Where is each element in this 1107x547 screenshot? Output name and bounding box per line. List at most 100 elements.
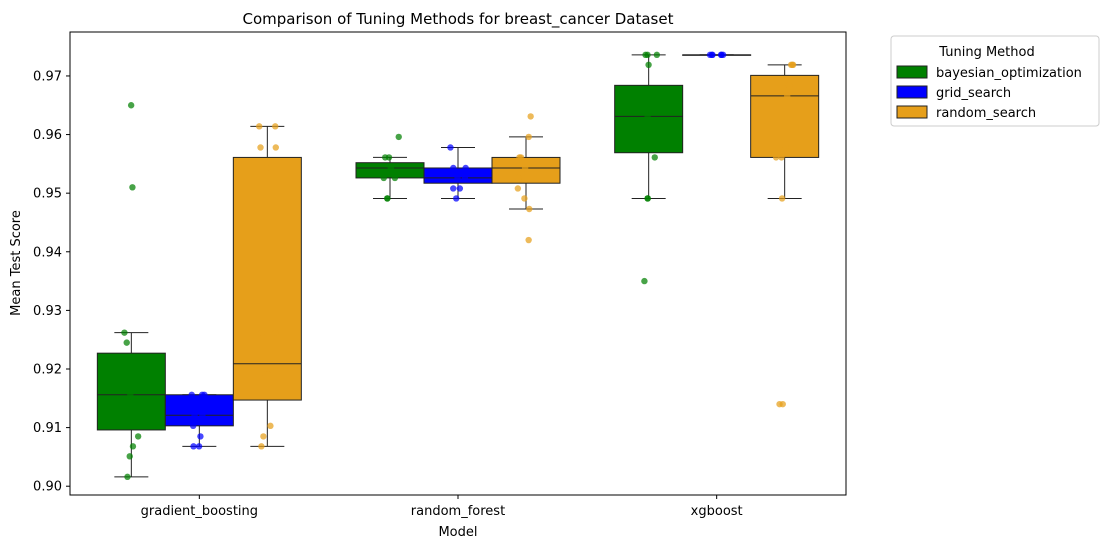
data-point: [198, 391, 206, 398]
data-point: [127, 102, 135, 109]
box-iqr: [96, 352, 166, 431]
data-point: [783, 92, 791, 100]
y-tick-label: 0.97: [33, 69, 62, 84]
data-point: [197, 433, 204, 440]
data-point: [258, 329, 265, 336]
data-point: [126, 453, 133, 460]
data-point: [120, 415, 127, 423]
data-point: [129, 443, 137, 450]
data-point: [644, 113, 651, 120]
data-point: [189, 422, 197, 430]
data-point: [190, 443, 197, 450]
data-point: [521, 164, 529, 172]
data-point: [384, 195, 391, 202]
y-tick-label: 0.95: [33, 187, 62, 202]
box-iqr: [750, 74, 820, 158]
data-point: [515, 174, 522, 182]
data-point: [191, 412, 198, 419]
data-point: [260, 433, 267, 440]
data-point: [124, 473, 131, 481]
data-point: [453, 195, 460, 202]
data-point: [514, 185, 522, 192]
data-point: [641, 277, 648, 285]
box-grid_search-xgboost: [682, 51, 752, 59]
box-iqr: [164, 394, 234, 427]
data-point: [450, 185, 457, 192]
data-point: [272, 144, 279, 151]
box-random_search-random_forest: [491, 113, 561, 244]
data-point: [527, 113, 534, 120]
data-point: [525, 236, 532, 244]
y-tick-label: 0.93: [33, 304, 62, 319]
box-iqr: [232, 156, 302, 401]
data-point: [129, 184, 136, 191]
data-point: [380, 174, 387, 182]
data-point: [199, 412, 206, 419]
data-point: [272, 329, 279, 336]
y-tick-label: 0.90: [33, 480, 62, 495]
legend-label-grid_search: grid_search: [936, 86, 1011, 101]
data-point: [267, 422, 274, 430]
data-point: [391, 174, 399, 182]
data-point: [265, 371, 272, 378]
data-point: [258, 443, 265, 450]
data-point: [461, 174, 469, 182]
data-point: [645, 61, 652, 69]
box-random_search-gradient_boosting: [232, 123, 302, 450]
data-point: [644, 51, 651, 59]
data-point: [188, 391, 195, 398]
legend-frame: [890, 35, 1100, 127]
data-point: [709, 51, 716, 59]
data-point: [526, 205, 533, 213]
data-point: [383, 170, 391, 177]
y-tick-label: 0.96: [33, 128, 62, 143]
data-point: [123, 339, 130, 346]
legend-swatch-grid_search: [896, 85, 928, 99]
data-point: [381, 154, 389, 161]
data-point: [517, 154, 525, 161]
box-bayesian_optimization-gradient_boosting: [96, 102, 166, 481]
data-point: [651, 154, 658, 161]
data-point: [644, 195, 651, 202]
y-tick-label: 0.94: [33, 245, 62, 260]
x-axis-label: Model: [438, 525, 477, 540]
data-point: [785, 82, 793, 89]
data-point: [719, 51, 727, 59]
data-point: [450, 164, 457, 172]
data-point: [134, 433, 142, 440]
box-grid_search-random_forest: [423, 144, 493, 202]
box-bayesian_optimization-xgboost: [614, 51, 684, 285]
data-point: [272, 123, 279, 130]
data-point: [387, 164, 395, 172]
legend-title: Tuning Method: [938, 45, 1034, 60]
chart-marks: [96, 51, 820, 481]
legend-swatch-random_search: [896, 105, 928, 119]
data-point: [395, 133, 402, 141]
data-point: [128, 399, 135, 406]
data-point: [778, 195, 786, 202]
data-point: [127, 391, 134, 398]
data-point: [256, 123, 263, 130]
data-point: [772, 154, 780, 161]
data-point: [779, 400, 786, 408]
box-grid_search-gradient_boosting: [164, 391, 234, 450]
legend: Tuning Method bayesian_optimization grid_…: [890, 35, 1100, 127]
legend-label-random_search: random_search: [936, 106, 1036, 121]
data-point: [196, 402, 203, 409]
data-point: [787, 61, 795, 69]
data-point: [447, 144, 454, 151]
data-point: [195, 443, 203, 450]
data-point: [257, 144, 264, 151]
y-tick-label: 0.92: [33, 362, 62, 377]
x-tick-label: random_forest: [411, 504, 505, 519]
data-point: [454, 174, 461, 182]
data-point: [782, 144, 789, 151]
box-random_search-xgboost: [750, 61, 820, 408]
data-point: [521, 195, 528, 202]
chart-title: Comparison of Tuning Methods for breast_…: [243, 10, 674, 29]
data-point: [263, 164, 270, 172]
legend-swatch-bayesian_optimization: [896, 65, 928, 79]
y-axis-label: Mean Test Score: [9, 210, 24, 316]
legend-label-bayesian_optimization: bayesian_optimization: [936, 66, 1082, 81]
